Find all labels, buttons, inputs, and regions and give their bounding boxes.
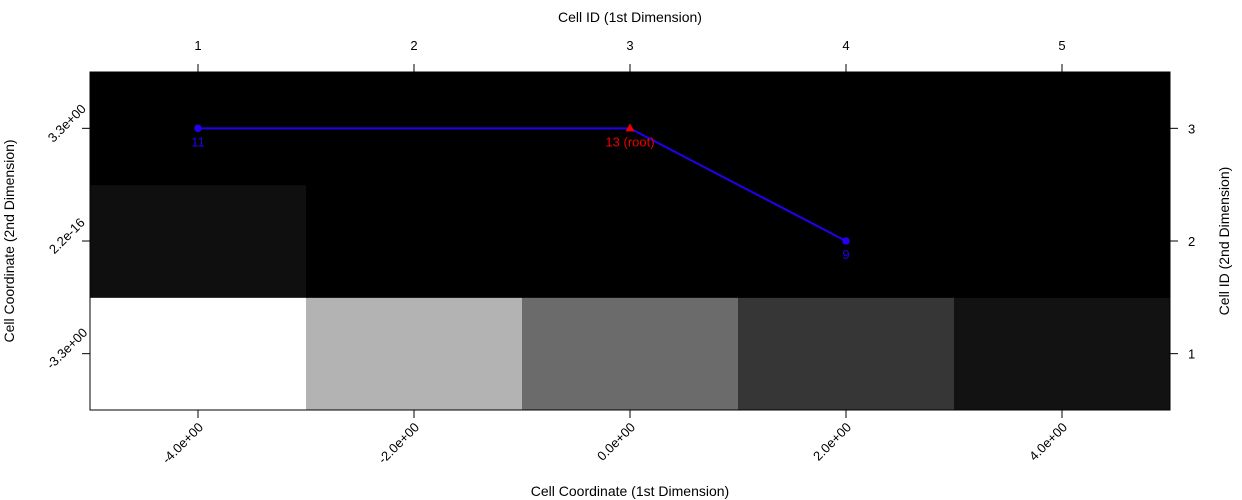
- top-tick-label: 3: [626, 38, 633, 53]
- tree-node-marker: [842, 237, 850, 245]
- left-axis-title: Cell Coordinate (2nd Dimension): [1, 139, 17, 342]
- tree-node-label: 11: [191, 134, 205, 149]
- heatmap-cells: [90, 72, 1171, 411]
- bottom-axis-title: Cell Coordinate (1st Dimension): [531, 483, 729, 499]
- top-tick-label: 4: [842, 38, 849, 53]
- tree-path: 11 13 (root) 9: [191, 123, 850, 262]
- tree-node-marker: [194, 124, 202, 133]
- top-axis-title: Cell ID (1st Dimension): [558, 9, 702, 25]
- heatmap-cell-r2-c2: [306, 184, 523, 298]
- right-axis-title: Cell ID (2nd Dimension): [1216, 167, 1232, 316]
- bottom-tick-label: 0.0e+00: [594, 420, 638, 464]
- heatmap-cell-r3-c5: [954, 72, 1171, 186]
- bottom-tick-label: 4.0e+00: [1026, 420, 1070, 464]
- heatmap-cell-r2-c1: [90, 184, 307, 298]
- right-tick-label: 3: [1188, 121, 1195, 136]
- left-tick-label: 2.2e-16: [46, 215, 88, 257]
- heatmap-cell-r1-c3: [522, 297, 739, 411]
- bottom-tick-label: -4.0e+00: [159, 420, 206, 467]
- right-tick-label: 1: [1188, 347, 1195, 362]
- top-tick-label: 2: [410, 38, 417, 53]
- left-tick-label: -3.3e+00: [43, 325, 90, 372]
- root-node-marker: [625, 123, 635, 132]
- heatmap-cell-r2-c3: [522, 184, 739, 298]
- bottom-tick-label: -2.0e+00: [375, 420, 422, 467]
- top-tick-label: 1: [194, 38, 201, 53]
- bottom-tick-label: 2.0e+00: [810, 420, 854, 464]
- tree-node-label: 13 (root): [605, 134, 654, 149]
- heatmap-cell-r2-c5: [954, 184, 1171, 298]
- heatmap-cell-r1-c1: [90, 297, 307, 411]
- top-tick-label: 5: [1058, 38, 1065, 53]
- heatmap-cell-r1-c2: [306, 297, 523, 411]
- heatmap-cell-r1-c4: [738, 297, 955, 411]
- left-tick-label: 3.3e+00: [45, 101, 89, 145]
- tree-node-label: 9: [842, 247, 849, 262]
- heatmap-cell-r1-c5: [954, 297, 1171, 411]
- right-tick-label: 2: [1188, 234, 1195, 249]
- heatmap-cell-r3-c4: [738, 72, 955, 186]
